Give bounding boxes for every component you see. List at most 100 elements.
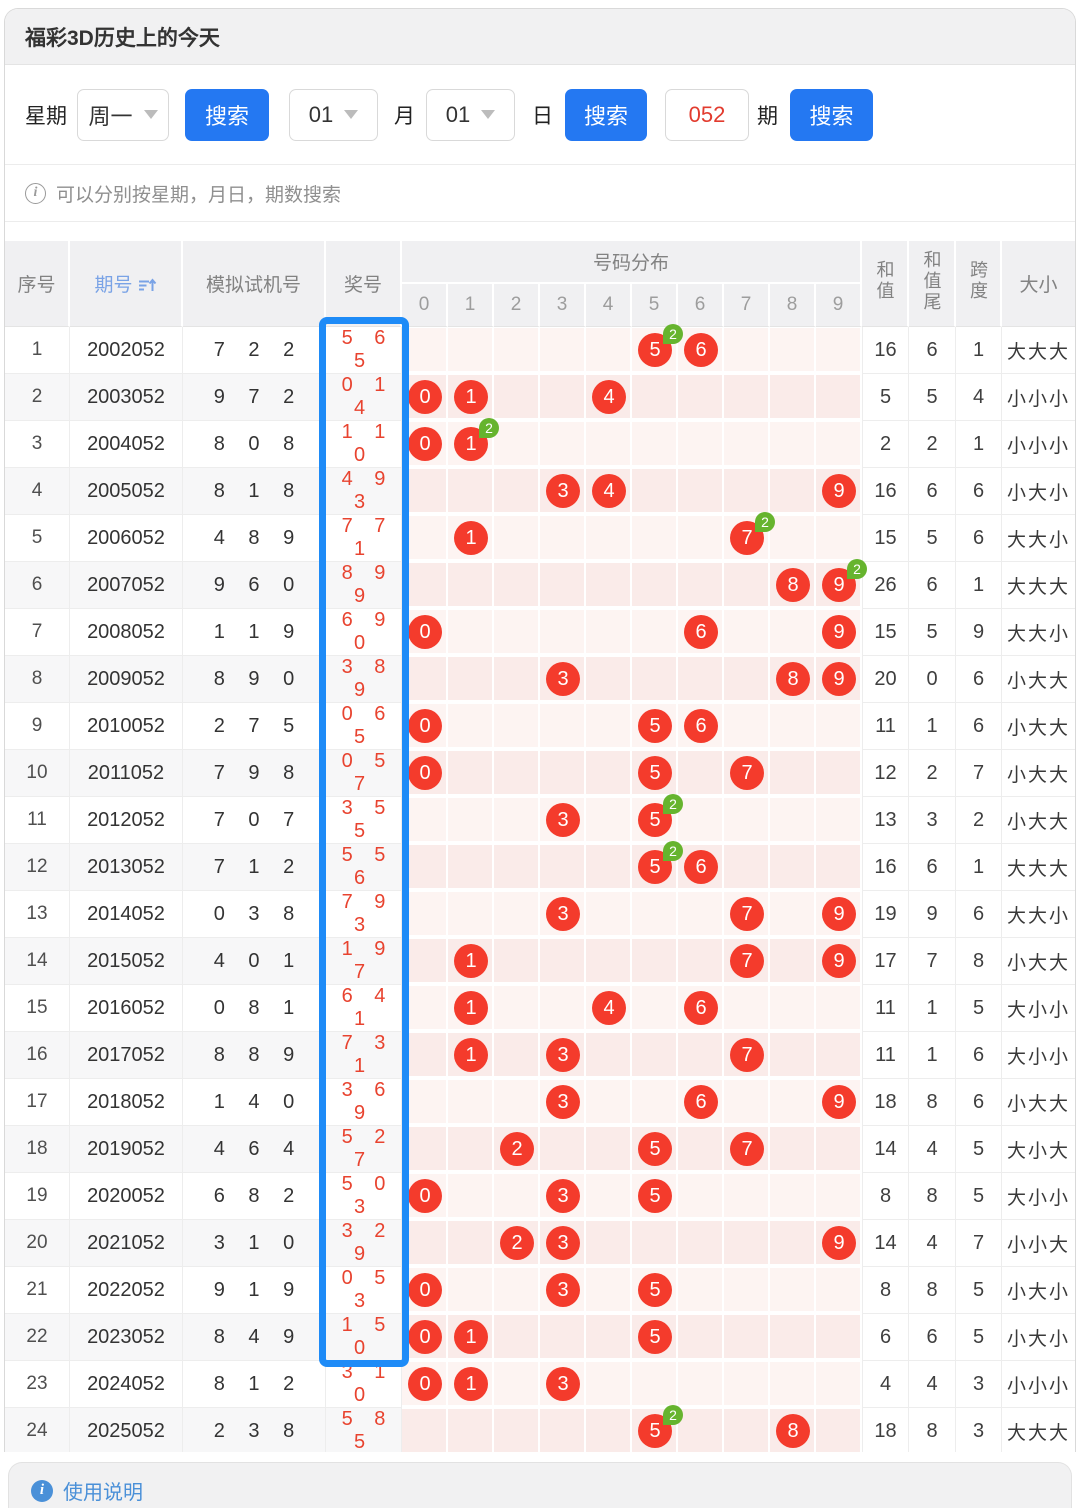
distribution-cell-bg [632, 986, 676, 1029]
row-index-cell: 13 [5, 891, 70, 938]
machine-number-cell: 9 6 0 [183, 562, 326, 609]
digit-header-cell: 0 [402, 284, 448, 327]
distribution-cell-bg [448, 1409, 492, 1452]
sum-cell: 19 [862, 891, 910, 938]
usage-instructions-link[interactable]: i 使用说明 [8, 1462, 1072, 1508]
distribution-cell [402, 1032, 448, 1079]
distribution-cell [494, 938, 540, 985]
distribution-cell [678, 1126, 724, 1173]
distribution-cell [816, 421, 863, 468]
sum-tail-cell: 5 [909, 609, 957, 656]
distribution-cell [494, 468, 540, 515]
distribution-cell-bg [540, 1315, 584, 1358]
repeat-count-badge: 2 [847, 559, 868, 579]
distribution-cell-bg [632, 375, 676, 418]
distribution-cell [724, 327, 770, 374]
size-cell: 大大大 [1002, 327, 1075, 374]
sum-cell: 8 [862, 1173, 910, 1220]
distribution-cell-bg [494, 516, 538, 559]
distribution-cell [770, 1032, 816, 1079]
distribution-cell: 5 [632, 1173, 678, 1220]
distribution-cell-bg [816, 375, 861, 418]
distribution-cell [586, 1408, 632, 1452]
distribution-cell [402, 1126, 448, 1173]
span-cell: 8 [956, 938, 1003, 985]
distribution-cell [402, 985, 448, 1032]
week-select[interactable]: 周一 [77, 88, 169, 141]
row-index-cell: 4 [5, 468, 70, 515]
distribution-cell [724, 468, 770, 515]
distribution-cell [586, 844, 632, 891]
drawn-digit-ball: 7 [730, 756, 764, 790]
distribution-cell: 3 [540, 1267, 586, 1314]
distribution-cell-bg [724, 845, 768, 888]
sum-tail-cell: 6 [909, 844, 957, 891]
drawn-digit-ball: 1 [454, 1038, 488, 1072]
distribution-cell [494, 562, 540, 609]
distribution-cell-bg [770, 375, 814, 418]
sum-tail-cell: 6 [909, 562, 957, 609]
repeat-count-badge: 2 [663, 1405, 683, 1425]
drawn-digit-ball: 1 [454, 380, 488, 414]
distribution-cell [448, 1126, 494, 1173]
drawn-digit-ball: 5 [638, 756, 672, 790]
machine-number-cell: 3 1 0 [183, 1220, 326, 1267]
distribution-cell [540, 938, 586, 985]
distribution-cell [678, 656, 724, 703]
distribution-cell-bg [402, 798, 446, 841]
distribution-cell [632, 421, 678, 468]
drawn-digit-ball: 8 [776, 568, 810, 602]
size-cell: 大大小 [1002, 609, 1075, 656]
distribution-cell-bg [494, 1268, 538, 1311]
machine-number-cell: 9 7 2 [183, 374, 326, 421]
distribution-cell-bg [586, 1221, 630, 1264]
distribution-cell: 3 [540, 1220, 586, 1267]
distribution-cell [448, 750, 494, 797]
digit-header-cell: 8 [770, 284, 816, 327]
search-by-period-button[interactable]: 搜索 [790, 88, 873, 141]
distribution-cell-bg [770, 1033, 814, 1076]
distribution-cell [678, 515, 724, 562]
distribution-cell-bg [770, 704, 814, 747]
prize-number-cell: 3 2 9 [326, 1220, 402, 1267]
span-cell: 5 [956, 1173, 1003, 1220]
sum-tail-cell: 1 [909, 1032, 957, 1079]
sum-cell: 26 [862, 562, 910, 609]
distribution-cell [678, 1314, 724, 1361]
distribution-cell [678, 1220, 724, 1267]
search-by-week-button[interactable]: 搜索 [185, 88, 269, 141]
month-select-value: 01 [308, 101, 334, 127]
period-cell: 2007052 [70, 562, 183, 609]
distribution-cell-bg [632, 563, 676, 606]
distribution-cell-bg [494, 422, 538, 465]
distribution-cell [586, 750, 632, 797]
distribution-cell-bg [494, 798, 538, 841]
search-by-date-button[interactable]: 搜索 [565, 88, 647, 141]
distribution-cell [632, 468, 678, 515]
distribution-cell-bg [678, 657, 722, 700]
distribution-cell-bg [402, 939, 446, 982]
distribution-cell-bg [586, 798, 630, 841]
distribution-cell [816, 1267, 863, 1314]
period-sort-header[interactable]: 期号 [70, 241, 183, 327]
span-cell: 6 [956, 1032, 1003, 1079]
day-select[interactable]: 01 [426, 88, 515, 141]
row-index-cell: 5 [5, 515, 70, 562]
period-input[interactable] [665, 88, 749, 141]
row-index-cell: 11 [5, 797, 70, 844]
sum-tail-cell: 8 [909, 1408, 957, 1452]
month-select[interactable]: 01 [289, 88, 378, 141]
period-cell: 2013052 [70, 844, 183, 891]
distribution-cell-bg [540, 610, 584, 653]
distribution-cell-bg [724, 986, 768, 1029]
sum-tail-cell: 5 [909, 515, 957, 562]
distribution-cell-bg [448, 751, 492, 794]
drawn-digit-ball: 0 [408, 1367, 442, 1401]
